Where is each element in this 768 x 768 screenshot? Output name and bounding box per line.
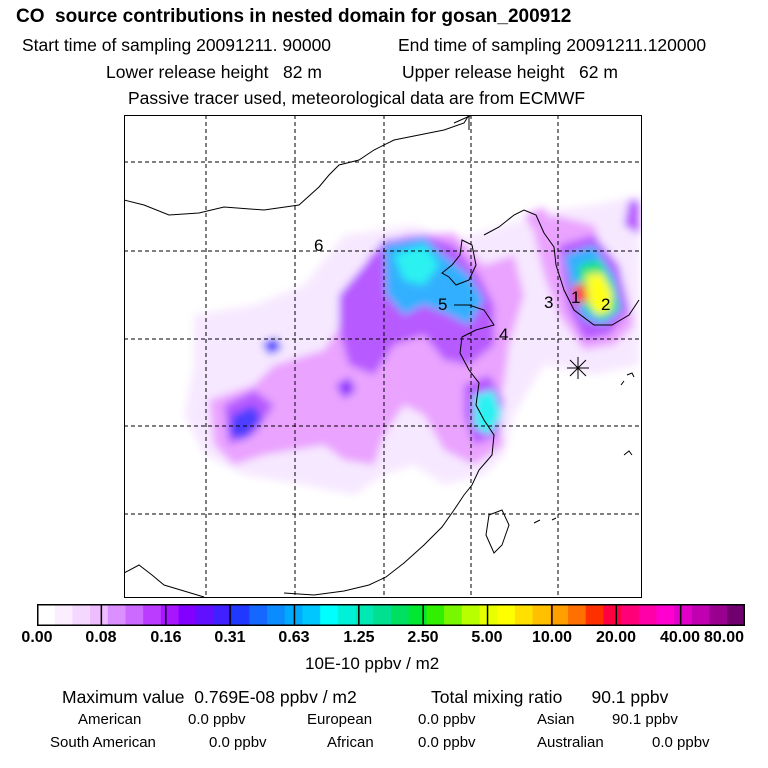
color-bar-swatch bbox=[638, 604, 657, 626]
color-bar-swatch bbox=[143, 604, 162, 626]
coastlines bbox=[124, 115, 640, 598]
tick-label: 0.63 bbox=[278, 629, 310, 646]
color-bar-swatch bbox=[107, 604, 126, 626]
color-bar-swatch bbox=[160, 604, 180, 626]
map-frame bbox=[124, 115, 642, 598]
upper-release-height: Upper release height 62 m bbox=[402, 62, 618, 82]
south-american-value: 0.0 ppbv bbox=[209, 734, 267, 751]
color-bar-swatch bbox=[125, 604, 144, 626]
american-label: American bbox=[78, 711, 142, 728]
tick-label: 0.31 bbox=[214, 629, 246, 646]
asian-label: Asian bbox=[537, 711, 575, 728]
color-bar-swatch bbox=[691, 604, 711, 626]
grid-lines bbox=[124, 115, 642, 598]
color-bar-swatch bbox=[727, 604, 745, 626]
tick-label: 0.00 bbox=[21, 629, 53, 646]
tick-label: 10.00 bbox=[531, 629, 573, 646]
color-bar-swatch bbox=[391, 604, 410, 626]
color-bar-swatch bbox=[373, 604, 392, 626]
color-bar-swatch bbox=[621, 604, 640, 626]
african-value: 0.0 ppbv bbox=[418, 734, 476, 751]
color-bar-swatch bbox=[37, 604, 56, 626]
color-bar-frame bbox=[37, 604, 745, 626]
end-time: End time of sampling 20091211.120000 bbox=[398, 35, 707, 55]
region-label-6: 6 bbox=[314, 236, 323, 255]
color-bar-swatch bbox=[461, 604, 480, 626]
color-bar-swatch bbox=[90, 604, 109, 626]
color-bar-swatch bbox=[355, 604, 374, 626]
australian-label: Australian bbox=[537, 734, 604, 751]
color-bar-swatch bbox=[709, 604, 728, 626]
asterisk-icon bbox=[567, 357, 589, 379]
tick-label: 5.00 bbox=[471, 629, 503, 646]
plume-field bbox=[184, 195, 639, 495]
tick-label: 80.00 bbox=[703, 629, 745, 646]
map-panel: 1 2 3 4 5 6 bbox=[124, 115, 642, 598]
color-bar-swatch bbox=[497, 604, 516, 626]
color-bar-swatch bbox=[532, 604, 551, 626]
asian-value: 90.1 ppbv bbox=[612, 711, 678, 728]
color-bar bbox=[37, 604, 745, 626]
map-title: CO source contributions in nested domain… bbox=[16, 6, 572, 27]
tick-label: 40.00 bbox=[659, 629, 701, 646]
tick-label: 20.00 bbox=[595, 629, 637, 646]
color-bar-swatch bbox=[656, 604, 675, 626]
color-bar-swatch bbox=[674, 604, 693, 626]
color-bar-swatch bbox=[72, 604, 91, 626]
region-label-2: 2 bbox=[601, 295, 610, 314]
color-bar-swatch bbox=[550, 604, 569, 626]
color-bar-swatch bbox=[231, 604, 250, 626]
color-bar-swatch bbox=[267, 604, 286, 626]
color-bar-swatch bbox=[408, 604, 427, 626]
african-label: African bbox=[327, 734, 374, 751]
color-bar-swatch bbox=[426, 604, 445, 626]
units-label: 10E-10 ppbv / m2 bbox=[305, 654, 440, 673]
color-bar-swatch bbox=[54, 604, 73, 626]
south-american-label: South American bbox=[50, 734, 156, 751]
color-bar-swatch bbox=[196, 604, 215, 626]
region-label-5: 5 bbox=[438, 295, 447, 314]
tick-label: 0.16 bbox=[150, 629, 182, 646]
american-value: 0.0 ppbv bbox=[188, 711, 246, 728]
region-label-1: 1 bbox=[571, 288, 580, 307]
total-mixing-ratio: Total mixing ratio 90.1 ppbv bbox=[431, 687, 669, 707]
maximum-value: Maximum value 0.769E-08 ppbv / m2 bbox=[62, 687, 357, 707]
color-bar-swatch bbox=[320, 604, 339, 626]
tick-label: 0.08 bbox=[85, 629, 117, 646]
color-bar-swatch bbox=[337, 604, 357, 626]
region-label-4: 4 bbox=[499, 325, 508, 344]
tracer-note: Passive tracer used, meteorological data… bbox=[128, 88, 586, 108]
color-bar-swatch bbox=[178, 604, 197, 626]
australian-value: 0.0 ppbv bbox=[652, 734, 710, 751]
color-bar-swatch bbox=[479, 604, 498, 626]
lower-release-height: Lower release height 82 m bbox=[106, 62, 322, 82]
european-label: European bbox=[307, 711, 373, 728]
receptor-marker bbox=[567, 357, 589, 379]
color-bar-swatch bbox=[249, 604, 268, 626]
color-bar-swatch bbox=[568, 604, 587, 626]
color-bar-swatch bbox=[514, 604, 534, 626]
tick-label: 1.25 bbox=[343, 629, 375, 646]
color-bar-swatch bbox=[603, 604, 622, 626]
color-bar-swatch bbox=[585, 604, 604, 626]
start-time: Start time of sampling 20091211. 90000 bbox=[22, 35, 332, 55]
region-label-3: 3 bbox=[544, 293, 553, 312]
color-bar-swatch bbox=[214, 604, 233, 626]
tick-label: 2.50 bbox=[407, 629, 439, 646]
color-bar-swatch bbox=[302, 604, 321, 626]
color-bar-swatch bbox=[444, 604, 463, 626]
european-value: 0.0 ppbv bbox=[418, 711, 476, 728]
